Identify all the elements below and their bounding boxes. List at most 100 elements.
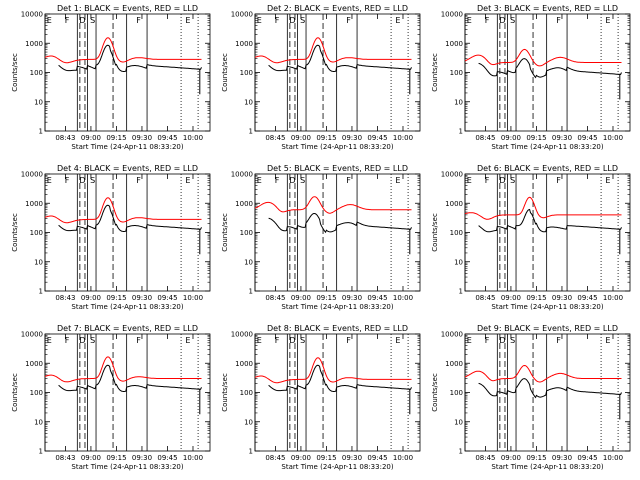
x-axis-label: Start Time (24-Apr-11 08:33:20) — [491, 463, 603, 471]
panel-title: Det 2: BLACK = Events, RED = LLD — [267, 4, 408, 13]
y-tick-label: 100 — [30, 229, 43, 237]
events-series-line — [478, 378, 622, 399]
y-tick-label: 10 — [244, 98, 253, 106]
x-tick-label: 09:15 — [526, 454, 546, 462]
panel-title: Det 1: BLACK = Events, RED = LLD — [57, 4, 198, 13]
panel-det2: Det 2: BLACK = Events, RED = LLD 1 10 100 10… — [221, 4, 421, 151]
x-tick-label: 09:30 — [552, 454, 572, 462]
x-tick-label: 10:00 — [183, 294, 203, 302]
marker-letter: E — [185, 336, 190, 345]
x-tick-label: 08:45 — [475, 454, 495, 462]
y-tick-label: 100 — [240, 389, 253, 397]
marker-letter: E — [395, 176, 400, 185]
x-tick-label: 09:45 — [577, 294, 597, 302]
marker-letter: F — [275, 16, 280, 25]
y-axis-label: Counts/sec — [11, 213, 19, 252]
plot-frame — [254, 13, 421, 132]
x-tick-label: 08:45 — [475, 134, 495, 142]
x-tick-label: 10:00 — [393, 294, 413, 302]
marker-letter: S — [300, 16, 305, 25]
x-tick-label: 10:00 — [183, 134, 203, 142]
events-series-line — [58, 44, 202, 72]
y-tick-label: 10 — [34, 418, 43, 426]
x-tick-label: 10:00 — [603, 294, 623, 302]
y-axis-label: Counts/sec — [431, 53, 439, 92]
panel-det8: Det 8: BLACK = Events, RED = LLD 1 10 100 10… — [221, 324, 421, 471]
x-tick-label: 09:00 — [291, 294, 311, 302]
marker-letter: E — [185, 176, 190, 185]
marker-letter: D — [289, 16, 295, 25]
x-tick-label: 09:00 — [81, 134, 101, 142]
y-tick-label: 10 — [244, 418, 253, 426]
x-axis-label: Start Time (24-Apr-11 08:33:20) — [281, 463, 393, 471]
marker-letter: E — [257, 16, 262, 25]
y-tick-label: 10000 — [231, 11, 253, 19]
lld-series-line — [254, 196, 412, 214]
panel-det9: Det 9: BLACK = Events, RED = LLD 1 10 100 10… — [431, 324, 631, 471]
x-tick-label: 09:15 — [106, 294, 126, 302]
panel-det6: Det 6: BLACK = Events, RED = LLD 1 10 100 10… — [431, 164, 631, 311]
y-tick-label: 10 — [34, 258, 43, 266]
x-tick-label: 09:30 — [552, 134, 572, 142]
events-series-line — [58, 204, 202, 232]
y-tick-label: 100 — [450, 229, 463, 237]
marker-letter: F — [556, 176, 561, 185]
y-tick-label: 10000 — [441, 171, 463, 179]
marker-letter: F — [65, 176, 70, 185]
y-tick-label: 1 — [249, 288, 253, 296]
x-tick-label: 09:00 — [81, 454, 101, 462]
x-tick-label: 09:15 — [106, 454, 126, 462]
events-series-line — [58, 364, 202, 392]
x-tick-label: 09:30 — [132, 294, 152, 302]
x-axis-label: Start Time (24-Apr-11 08:33:20) — [281, 303, 393, 311]
y-tick-label: 1000 — [235, 200, 253, 208]
marker-letter: E — [467, 16, 472, 25]
x-tick-label: 09:45 — [577, 454, 597, 462]
y-tick-label: 10000 — [231, 331, 253, 339]
x-tick-label: 09:15 — [526, 134, 546, 142]
y-tick-label: 100 — [450, 389, 463, 397]
marker-letter: E — [47, 176, 52, 185]
x-tick-label: 09:45 — [367, 294, 387, 302]
x-tick-label: 09:45 — [367, 134, 387, 142]
panel-title: Det 5: BLACK = Events, RED = LLD — [267, 164, 408, 173]
y-tick-label: 10 — [34, 98, 43, 106]
x-tick-label: 08:43 — [55, 294, 75, 302]
y-tick-label: 100 — [240, 69, 253, 77]
marker-letter: F — [136, 176, 141, 185]
panel-title: Det 3: BLACK = Events, RED = LLD — [477, 4, 618, 13]
x-tick-label: 09:45 — [367, 454, 387, 462]
x-tick-label: 08:45 — [475, 294, 495, 302]
plot-frame — [44, 333, 211, 452]
marker-letter: E — [467, 176, 472, 185]
y-tick-label: 1000 — [445, 40, 463, 48]
y-tick-label: 1000 — [235, 360, 253, 368]
x-tick-label: 09:30 — [342, 294, 362, 302]
y-tick-label: 1 — [459, 128, 463, 136]
marker-letter: F — [65, 336, 70, 345]
y-tick-label: 1000 — [25, 40, 43, 48]
events-series-line — [268, 213, 412, 234]
panel-title: Det 9: BLACK = Events, RED = LLD — [477, 324, 618, 333]
x-tick-label: 10:00 — [393, 134, 413, 142]
events-series-line — [478, 208, 622, 233]
y-axis-label: Counts/sec — [11, 373, 19, 412]
marker-letter: E — [395, 336, 400, 345]
marker-letter: F — [275, 176, 280, 185]
marker-letter: S — [300, 336, 305, 345]
x-axis-label: Start Time (24-Apr-11 08:33:20) — [281, 143, 393, 151]
y-axis-label: Counts/sec — [11, 53, 19, 92]
marker-letter: E — [395, 16, 400, 25]
marker-letter: D — [289, 176, 295, 185]
x-tick-label: 08:43 — [55, 454, 75, 462]
y-tick-label: 10 — [454, 418, 463, 426]
panel-title: Det 4: BLACK = Events, RED = LLD — [57, 164, 198, 173]
marker-letter: D — [499, 336, 505, 345]
y-tick-label: 1000 — [235, 40, 253, 48]
y-tick-label: 1000 — [445, 360, 463, 368]
panel-det1: Det 1: BLACK = Events, RED = LLD 1 10 100 10… — [11, 4, 211, 151]
marker-letter: F — [485, 336, 490, 345]
x-tick-label: 09:00 — [291, 134, 311, 142]
y-tick-label: 1 — [39, 288, 43, 296]
y-tick-label: 1 — [249, 448, 253, 456]
